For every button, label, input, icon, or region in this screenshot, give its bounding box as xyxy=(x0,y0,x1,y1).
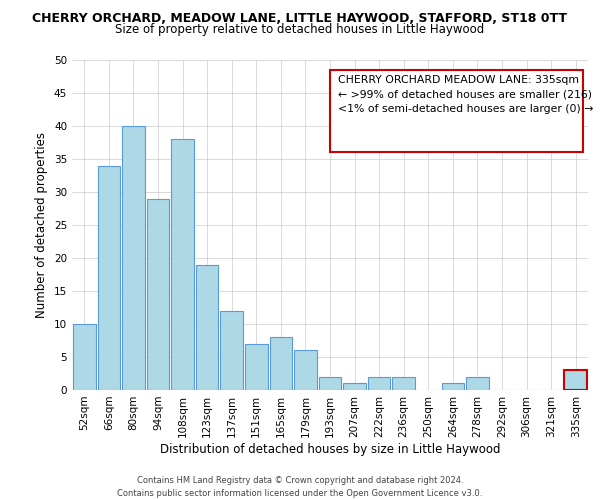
Text: CHERRY ORCHARD MEADOW LANE: 335sqm
← >99% of detached houses are smaller (216)
<: CHERRY ORCHARD MEADOW LANE: 335sqm ← >99… xyxy=(338,75,593,114)
Bar xyxy=(343,384,366,390)
Bar xyxy=(319,377,341,390)
Bar xyxy=(245,344,268,390)
Y-axis label: Number of detached properties: Number of detached properties xyxy=(35,132,49,318)
Bar xyxy=(171,139,194,390)
Bar xyxy=(122,126,145,390)
Text: CHERRY ORCHARD, MEADOW LANE, LITTLE HAYWOOD, STAFFORD, ST18 0TT: CHERRY ORCHARD, MEADOW LANE, LITTLE HAYW… xyxy=(32,12,568,26)
Bar xyxy=(294,350,317,390)
Text: Contains HM Land Registry data © Crown copyright and database right 2024.
Contai: Contains HM Land Registry data © Crown c… xyxy=(118,476,482,498)
Bar xyxy=(196,264,218,390)
FancyBboxPatch shape xyxy=(330,70,583,152)
Bar xyxy=(442,384,464,390)
Bar xyxy=(368,377,391,390)
Bar xyxy=(392,377,415,390)
Bar xyxy=(146,198,169,390)
Bar xyxy=(73,324,95,390)
Text: Size of property relative to detached houses in Little Haywood: Size of property relative to detached ho… xyxy=(115,22,485,36)
Bar xyxy=(466,377,489,390)
X-axis label: Distribution of detached houses by size in Little Haywood: Distribution of detached houses by size … xyxy=(160,442,500,456)
Bar xyxy=(565,370,587,390)
Bar xyxy=(220,311,243,390)
Bar xyxy=(98,166,120,390)
Bar xyxy=(269,337,292,390)
